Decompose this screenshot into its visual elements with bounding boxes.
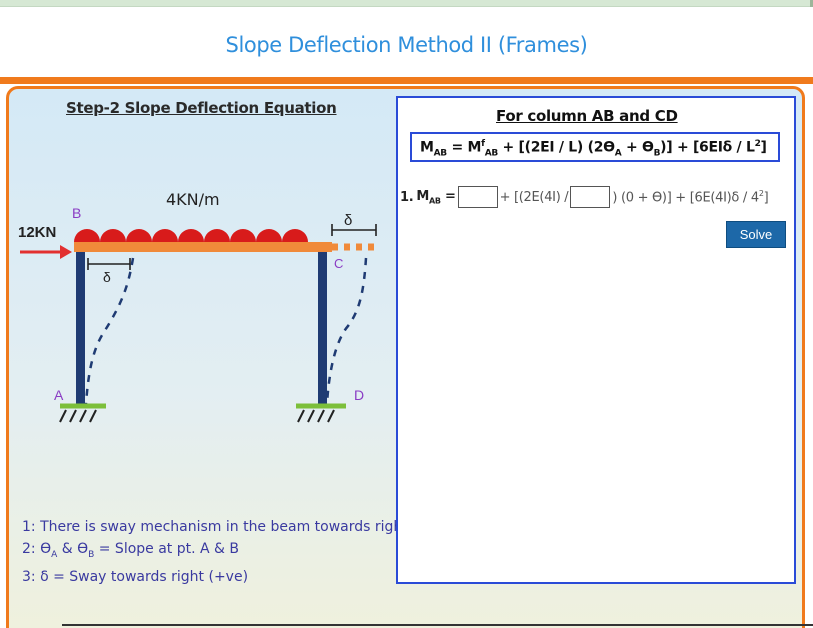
top-strip-edge bbox=[810, 0, 813, 7]
page-title: Slope Deflection Method II (Frames) bbox=[225, 33, 588, 57]
solve-button[interactable]: Solve bbox=[726, 221, 786, 248]
general-formula: MAB = MfAB + [(2EI / L) (2ϴA + ϴB)] + [6… bbox=[410, 132, 780, 162]
note-slopes: 2: ϴA & ϴB = Slope at pt. A & B bbox=[22, 541, 240, 560]
joint-label-b: B bbox=[72, 205, 81, 221]
load-arrowhead bbox=[60, 245, 72, 259]
deflected-shape-cd bbox=[325, 257, 368, 405]
hatch-d bbox=[297, 409, 335, 423]
equation-number: 1. bbox=[400, 189, 414, 205]
equation-middle-2: ) (0 + ϴ)] + [6E(4I)δ / 42] bbox=[612, 188, 769, 206]
note-sway-mechanism: 1: There is sway mechanism in the beam t… bbox=[22, 519, 408, 535]
step-title: Step-2 Slope Deflection Equation bbox=[66, 99, 337, 117]
joint-label-c: C bbox=[334, 256, 343, 271]
deflected-shape-ab bbox=[84, 257, 135, 405]
bottom-divider bbox=[62, 624, 813, 626]
sway-dimension-top bbox=[331, 224, 377, 236]
sway-label-left: δ bbox=[103, 269, 111, 285]
joint-label-a: A bbox=[54, 387, 64, 403]
frame-diagram: 4KN/m B C A D 12KN δ bbox=[18, 190, 377, 423]
sway-dimension-left bbox=[87, 258, 131, 270]
beam-bc bbox=[74, 242, 332, 252]
udl-label: 4KN/m bbox=[166, 190, 220, 209]
equation-heading: For column AB and CD bbox=[496, 107, 678, 125]
hatch-a bbox=[59, 409, 97, 423]
top-strip bbox=[0, 0, 813, 7]
notes-list: 1: There is sway mechanism in the beam t… bbox=[22, 516, 408, 588]
note-sway-direction: 3: δ = Sway towards right (+ve) bbox=[22, 568, 249, 585]
load-label: 12KN bbox=[18, 224, 56, 241]
udl-load bbox=[74, 229, 308, 242]
sway-label-top: δ bbox=[344, 212, 352, 229]
length-input[interactable] bbox=[570, 186, 611, 208]
header-divider bbox=[0, 77, 813, 84]
equation-line-mab: 1. MAB = + [(2E(4I) / ) (0 + ϴ)] + [6E(4… bbox=[400, 184, 769, 210]
joint-label-d: D bbox=[354, 387, 364, 403]
equation-middle-1: + [(2E(4I) / bbox=[499, 189, 569, 205]
equation-panel bbox=[396, 96, 796, 584]
equation-lhs: MAB = bbox=[416, 188, 456, 206]
column-ab bbox=[76, 252, 85, 404]
fem-input[interactable] bbox=[457, 186, 498, 208]
column-cd bbox=[318, 252, 327, 404]
